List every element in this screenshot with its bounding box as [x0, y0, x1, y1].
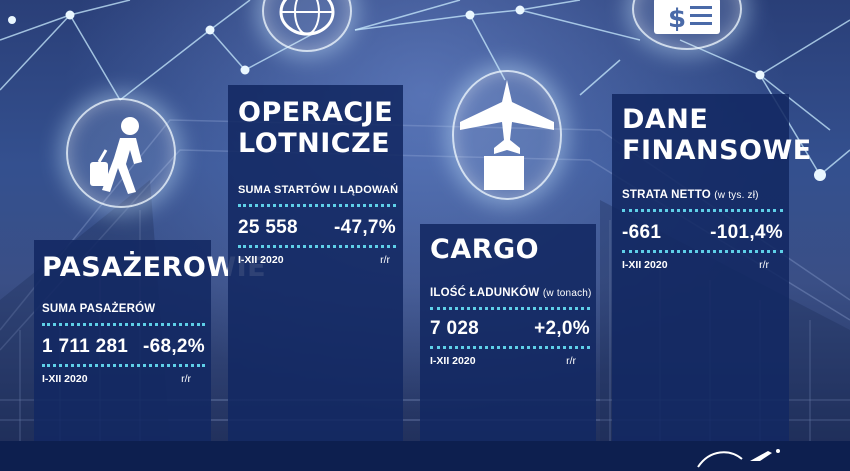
finance-metric-unit: (w tys. zł) [714, 189, 759, 201]
operations-title-line1: OPERACJE [238, 97, 394, 128]
passengers-metric-label: SUMA PASAŻERÓW [42, 303, 156, 316]
operations-yoy-label: r/r [380, 253, 390, 266]
cargo-value: 7 028 [430, 318, 480, 340]
svg-text:$: $ [668, 4, 686, 34]
operations-title-line2: LOTNICZE [238, 128, 391, 160]
passengers-panel: PASAŻEROWIE SUMA PASAŻERÓW 1 711 281 -68… [34, 240, 267, 441]
passengers-yoy-label: r/r [181, 373, 191, 386]
operations-title: OPERACJE LOTNICZE [238, 97, 396, 160]
globe-icon [262, 0, 352, 52]
cargo-yoy-label: r/r [566, 355, 576, 368]
finance-value: -661 [622, 221, 662, 243]
divider [238, 203, 396, 207]
operations-panel: OPERACJE LOTNICZE SUMA STARTÓW I LĄDOWAŃ… [228, 85, 403, 441]
finance-yoy-label: r/r [759, 258, 769, 271]
operations-value: 25 558 [238, 216, 298, 238]
dollar-document-icon: $ [632, 0, 742, 50]
traveler-luggage-icon [66, 98, 176, 208]
finance-title: DANE FINANSOWE [622, 104, 812, 167]
cargo-metric-unit: (w tonach) [542, 288, 592, 300]
divider [430, 346, 590, 350]
finance-panel: DANE FINANSOWE STRATA NETTO (w tys. zł) … [612, 94, 812, 441]
cargo-panel: CARGO ILOŚĆ ŁADUNKÓW (w tonach) 7 028 +2… [420, 224, 596, 441]
cargo-change: +2,0% [534, 318, 590, 340]
cargo-metric-label: ILOŚĆ ŁADUNKÓW [430, 287, 540, 300]
cargo-metric: ILOŚĆ ŁADUNKÓW (w tonach) [430, 287, 592, 300]
operations-metric-label: SUMA STARTÓW I LĄDOWAŃ [238, 183, 399, 196]
divider [430, 307, 590, 311]
finance-change: -101,4% [710, 221, 783, 243]
finance-title-line2: FINANSOWE [622, 135, 812, 167]
passengers-change: -68,2% [142, 336, 205, 358]
cargo-period: I-XII 2020 [430, 355, 476, 368]
finance-metric: STRATA NETTO (w tys. zł) [622, 189, 783, 201]
operations-change: -47,7% [333, 216, 396, 238]
divider [622, 208, 783, 212]
finance-title-line1: DANE [622, 104, 709, 135]
passengers-title: PASAŻEROWIE [42, 252, 267, 283]
passengers-value: 1 711 281 [42, 336, 129, 358]
operations-period: I-XII 2020 [238, 253, 284, 266]
divider [238, 244, 396, 248]
divider [622, 249, 783, 253]
passengers-period: I-XII 2020 [42, 373, 88, 386]
divider [42, 364, 205, 368]
finance-period: I-XII 2020 [622, 258, 668, 271]
airplane-cargo-icon [452, 70, 562, 200]
divider [42, 323, 205, 327]
cargo-title: CARGO [430, 234, 540, 265]
finance-metric-label: STRATA NETTO [622, 188, 711, 201]
airport-logo-icon [697, 449, 780, 468]
